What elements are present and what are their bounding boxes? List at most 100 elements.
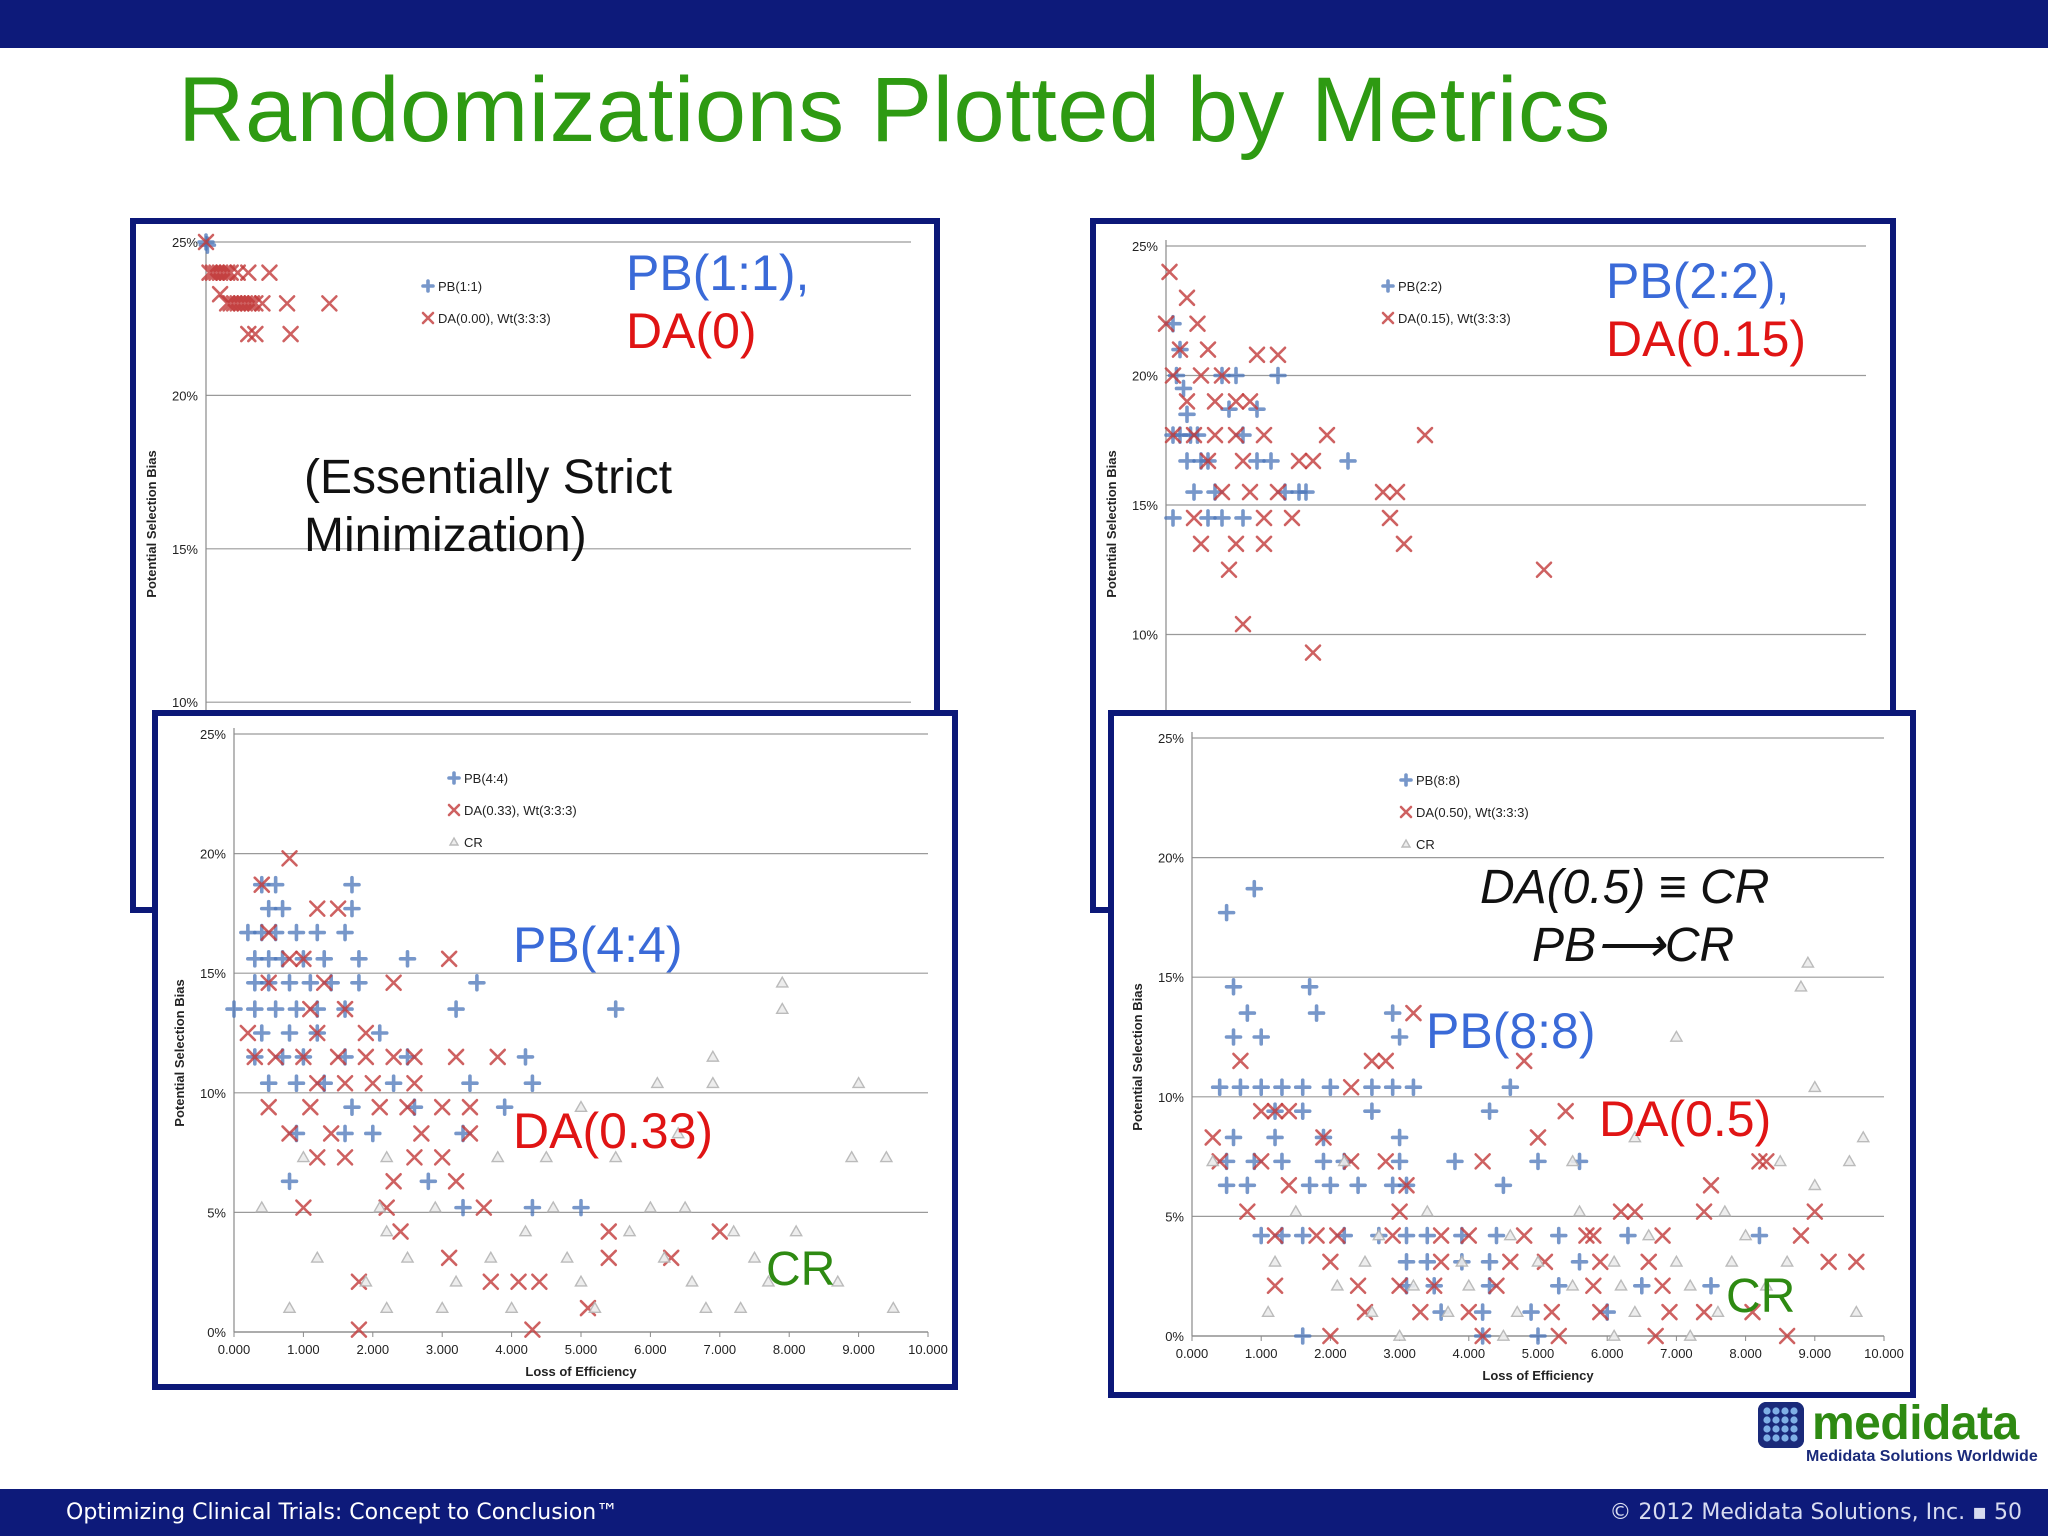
legend-entry: PB(8:8) <box>1416 773 1460 788</box>
data-point <box>1661 1303 1678 1321</box>
data-point <box>1425 1277 1443 1295</box>
legend-marker <box>1381 311 1395 325</box>
data-point <box>1397 1253 1416 1271</box>
data-point <box>1199 341 1217 358</box>
data-point <box>1252 1226 1270 1245</box>
data-point <box>574 1100 588 1113</box>
data-point <box>1204 1129 1222 1146</box>
data-point <box>1308 1227 1325 1244</box>
data-point <box>1751 1153 1768 1170</box>
legend-entry: PB(2:2) <box>1398 279 1442 294</box>
data-point <box>1418 1253 1437 1271</box>
data-point <box>504 1301 519 1313</box>
da-label: DA(0.15) <box>1606 311 1807 367</box>
y-axis-label: Potential Selection Bias <box>1130 983 1145 1130</box>
data-point <box>310 1250 325 1263</box>
data-point <box>1363 1052 1381 1070</box>
logo-tagline: Medidata Solutions Worldwide <box>1806 1448 2038 1465</box>
y-tick-label: 15% <box>200 966 226 981</box>
pb-to-cr-label: PB⟶CR <box>1532 919 1735 972</box>
data-point <box>1759 1278 1774 1291</box>
data-point <box>1702 1276 1720 1295</box>
x-tick-label: 7.000 <box>1660 1346 1693 1361</box>
da-label: DA(0.5) <box>1599 1091 1772 1147</box>
data-point <box>1633 1276 1651 1295</box>
data-point <box>1252 1078 1270 1097</box>
data-point <box>461 1125 479 1142</box>
data-point <box>1174 379 1193 398</box>
data-point <box>1185 509 1203 527</box>
data-point <box>321 295 338 312</box>
y-tick-label: 25% <box>1132 239 1158 254</box>
data-point <box>1474 1327 1491 1345</box>
data-point <box>622 1224 637 1237</box>
data-point <box>1390 1152 1409 1171</box>
data-point <box>1213 367 1231 384</box>
data-point <box>461 1074 479 1093</box>
legend-entry: CR <box>1416 837 1435 852</box>
data-point <box>282 1301 297 1313</box>
data-point <box>1335 1226 1354 1245</box>
data-point <box>726 1224 741 1237</box>
data-point <box>413 1125 430 1142</box>
data-point <box>1591 1303 1609 1321</box>
data-point <box>588 1301 602 1313</box>
data-point <box>261 264 278 281</box>
data-point <box>1585 1277 1602 1295</box>
x-axis-label: Loss of Efficiency <box>525 1364 637 1379</box>
y-tick-label: 25% <box>200 727 226 742</box>
data-point <box>260 924 277 941</box>
y-tick-label: 15% <box>1158 970 1184 985</box>
data-point <box>1227 535 1245 553</box>
data-point <box>1349 1176 1367 1195</box>
data-point <box>1418 1226 1437 1245</box>
data-point <box>398 1048 417 1066</box>
data-point <box>1669 1029 1684 1042</box>
x-tick-label: 8.000 <box>1729 1346 1762 1361</box>
data-point <box>246 1048 264 1066</box>
data-point <box>357 1048 375 1066</box>
data-point <box>1210 1078 1229 1097</box>
data-point <box>1234 426 1252 444</box>
legend-marker <box>447 771 461 785</box>
data-point <box>1398 1177 1415 1194</box>
y-tick-label: 0% <box>1165 1329 1184 1344</box>
top-bar <box>0 0 2048 48</box>
data-point <box>295 1199 312 1216</box>
data-point <box>254 295 271 312</box>
data-point <box>685 1274 699 1287</box>
data-point <box>350 973 368 992</box>
data-point <box>1248 452 1266 470</box>
chart-panel-pb-4-4: 25% 20% 15% 10% 5% 0% 0.000 1.000 2.000 3.000 4.00… <box>152 710 958 1390</box>
data-point <box>1241 483 1259 501</box>
x-tick-label: 10.000 <box>1864 1346 1904 1361</box>
data-point <box>1280 1177 1298 1194</box>
cr-label: CR <box>1726 1270 1796 1323</box>
scatter-plot-p2: 25% 20% 15% 10% Potential Selection Bias PB(2… <box>1104 239 1866 764</box>
legend-entry: CR <box>464 835 483 850</box>
data-point <box>1217 1176 1236 1195</box>
data-point <box>1330 1278 1345 1291</box>
data-point <box>1377 1153 1395 1170</box>
data-point <box>1460 1227 1478 1244</box>
data-point <box>1262 452 1280 470</box>
data-point <box>372 1200 387 1213</box>
data-point <box>1578 1227 1595 1244</box>
data-point <box>1363 1078 1381 1097</box>
data-point <box>1224 1028 1243 1046</box>
data-point <box>1269 483 1287 501</box>
data-point <box>282 325 299 343</box>
data-point <box>308 1074 326 1092</box>
data-point <box>433 1098 451 1116</box>
data-point <box>280 973 299 992</box>
data-point <box>650 1076 665 1089</box>
data-point <box>1515 1052 1533 1070</box>
data-point <box>1461 1278 1476 1291</box>
data-point <box>1711 1305 1725 1317</box>
data-point <box>1213 483 1231 501</box>
data-point <box>278 295 296 312</box>
data-point <box>280 1024 299 1042</box>
data-point <box>350 1321 368 1338</box>
data-point <box>1245 1152 1264 1171</box>
x-tick-label: 1.000 <box>287 1342 320 1357</box>
